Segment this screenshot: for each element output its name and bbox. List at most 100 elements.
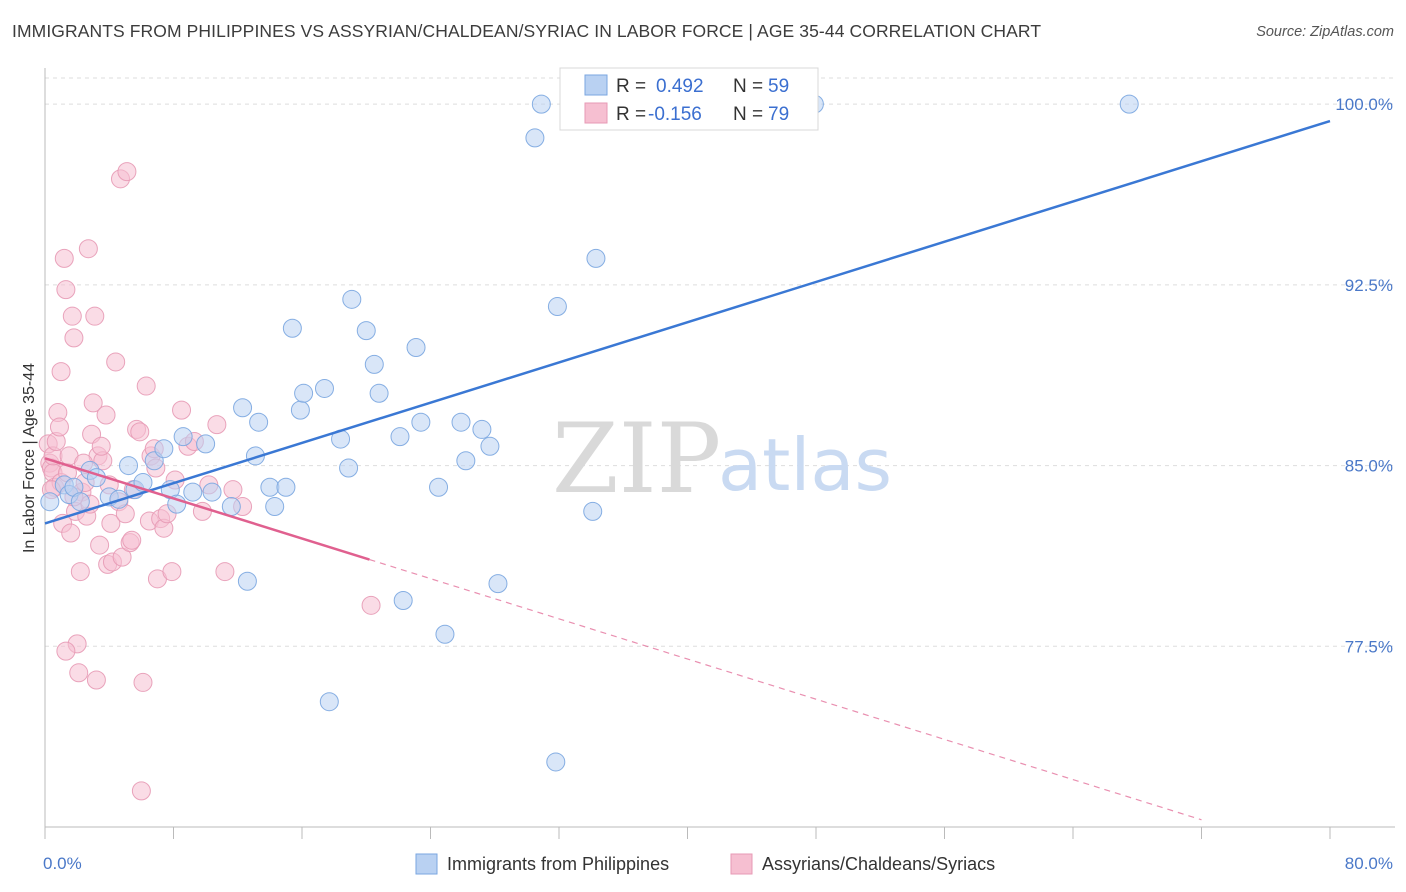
philippines-point [429, 477, 449, 497]
philippines-point [173, 427, 193, 447]
legend-r-value-2: -0.156 [648, 104, 702, 125]
assyrians-point [162, 562, 182, 582]
philippines-point [525, 128, 545, 148]
legend-r-label-1: R = [616, 76, 646, 97]
assyrians-point [61, 523, 81, 543]
philippines-point [282, 318, 302, 338]
assyrians-point [361, 595, 381, 615]
assyrians-point [86, 670, 106, 690]
philippines-point [233, 398, 253, 418]
philippines-point [480, 436, 500, 456]
x-tick-label-min: 0.0% [43, 854, 82, 873]
philippines-point [583, 501, 603, 521]
philippines-point [531, 94, 551, 114]
legend-r-label-2: R = [616, 104, 646, 125]
assyrians-point [106, 352, 126, 372]
philippines-point [183, 482, 203, 502]
assyrians-point [56, 641, 76, 661]
philippines-point [435, 624, 455, 644]
philippines-point [237, 571, 257, 591]
assyrians-point [172, 400, 192, 420]
philippines-point [276, 477, 296, 497]
philippines-point [546, 752, 566, 772]
assyrians-point [62, 306, 82, 326]
philippines-point [356, 321, 376, 341]
y-tick-labels: 77.5% 85.0% 92.5% 100.0% [1335, 95, 1393, 656]
philippines-point [364, 354, 384, 374]
philippines-point [249, 412, 269, 432]
assyrians-point [133, 672, 153, 692]
philippines-point [339, 458, 359, 478]
assyrians-point [51, 362, 71, 382]
trend-line-assyrians [44, 457, 370, 561]
assyrians-point [54, 248, 74, 268]
bottom-legend-swatch-blue [415, 853, 438, 875]
watermark: ZIP atlas [552, 403, 892, 515]
legend-n-value-1: 59 [768, 76, 789, 97]
philippines-point [472, 419, 492, 439]
x-tick-label-max: 80.0% [1345, 854, 1393, 873]
trend-line-assyrians-extension [369, 558, 1202, 821]
philippines-point [265, 497, 285, 517]
bottom-legend-label-philippines: Immigrants from Philippines [447, 854, 669, 874]
philippines-point [547, 297, 567, 317]
watermark-atlas: atlas [718, 423, 892, 507]
philippines-point [319, 692, 339, 712]
philippines-point [196, 434, 216, 454]
assyrians-point [56, 280, 76, 300]
y-tick-label-0: 77.5% [1345, 637, 1393, 656]
assyrians-point [112, 547, 132, 567]
bottom-legend-label-assyrians: Assyrians/Chaldeans/Syriacs [762, 854, 995, 874]
bottom-legend-swatch-pink [730, 853, 753, 875]
y-tick-label-1: 85.0% [1345, 457, 1393, 476]
trend-line-philippines [44, 119, 1331, 525]
philippines-point [154, 439, 174, 459]
legend-swatch-blue [584, 74, 608, 96]
legend-n-label-2: N = [733, 104, 763, 125]
assyrians-point [64, 328, 84, 348]
assyrians-point [130, 422, 150, 442]
philippines-point [1119, 94, 1139, 114]
assyrians-point [70, 562, 90, 582]
assyrians-point [69, 663, 89, 683]
philippines-point [451, 412, 471, 432]
philippines-point [342, 289, 362, 309]
philippines-point [221, 497, 241, 517]
assyrians-point [78, 239, 98, 259]
philippines-point [369, 383, 389, 403]
legend-box: R = 0.492 N = 59 R = -0.156 N = 79 [559, 67, 819, 131]
philippines-point [314, 378, 334, 398]
philippines-point [294, 383, 314, 403]
assyrians-point [223, 480, 243, 500]
philippines-point [119, 456, 139, 476]
philippines-point [202, 482, 222, 502]
assyrians-point [49, 417, 69, 437]
source-label: Source: ZipAtlas.com [1256, 24, 1394, 40]
philippines-point [70, 492, 90, 512]
philippines-point [406, 338, 426, 358]
assyrians-point [91, 436, 111, 456]
assyrians-point [101, 513, 121, 533]
y-axis-label: In Labor Force | Age 35-44 [21, 363, 38, 553]
assyrians-point [83, 393, 103, 413]
x-ticks: 0.0% 80.0% [43, 827, 1393, 873]
watermark-zip: ZIP [552, 403, 721, 515]
assyrians-point [96, 405, 116, 425]
philippines-point [290, 400, 310, 420]
legend-swatch-pink [584, 102, 608, 124]
philippines-point [40, 492, 60, 512]
legend-n-value-2: 79 [768, 104, 789, 125]
bottom-legend: Immigrants from Philippines Assyrians/Ch… [415, 853, 995, 875]
assyrians-point [207, 415, 227, 435]
assyrians-point [136, 376, 156, 396]
philippines-point [260, 477, 280, 497]
trend-lines [44, 119, 1331, 821]
philippines-point [411, 412, 431, 432]
assyrians-point [85, 306, 105, 326]
assyrians-point [215, 562, 235, 582]
assyrians-point [131, 781, 151, 801]
legend-r-value-1: 0.492 [656, 76, 704, 97]
philippines-point [488, 574, 508, 594]
assyrians-point [90, 535, 110, 555]
